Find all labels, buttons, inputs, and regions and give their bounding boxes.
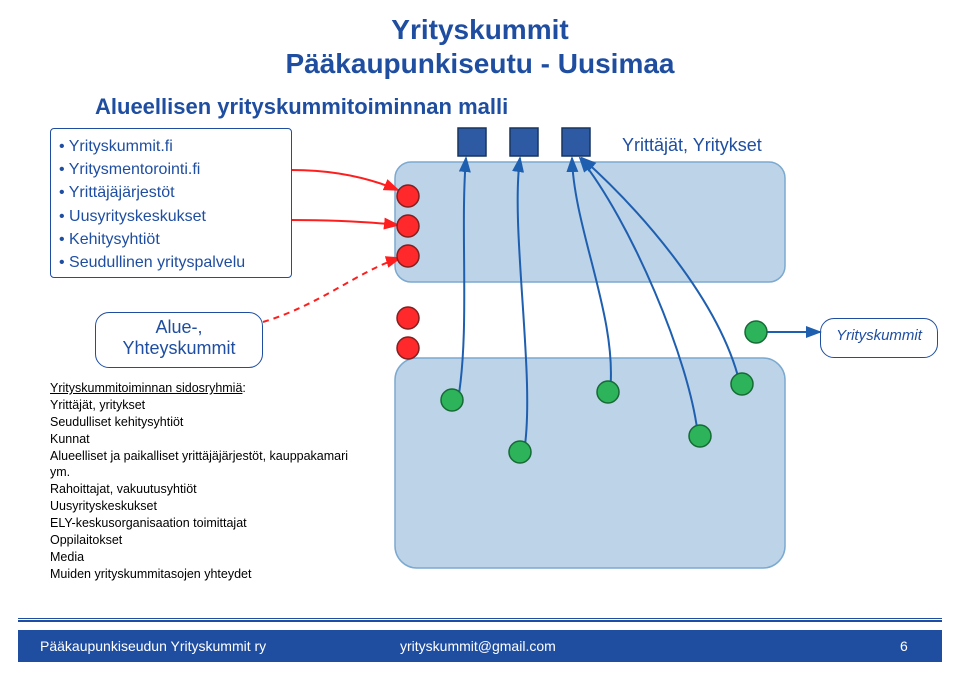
footer-center: yrityskummit@gmail.com	[400, 638, 556, 654]
entity-square	[458, 128, 486, 156]
footer-left: Pääkaupunkiseudun Yrityskummit ry	[40, 638, 266, 654]
yrityskummit-right-box: Yrityskummit	[820, 318, 938, 358]
left-sources-list: • Yrityskummit.fi• Yritysmentorointi.fi•…	[59, 135, 245, 274]
alue-yhteyskummit-box: Alue-, Yhteyskummit	[95, 312, 263, 368]
left-source-item: • Yritysmentorointi.fi	[59, 158, 245, 181]
entity-square	[510, 128, 538, 156]
blue-arrow	[582, 158, 740, 384]
footer-divider	[18, 618, 942, 622]
footer-right: 6	[900, 638, 908, 654]
entity-square	[562, 128, 590, 156]
slide: Yrityskummit Pääkaupunkiseutu - Uusimaa …	[0, 0, 960, 681]
red-arrow	[292, 170, 398, 190]
red-node	[397, 215, 419, 237]
green-node	[689, 425, 711, 447]
left-source-item: • Yrityskummit.fi	[59, 135, 245, 158]
red-node	[397, 185, 419, 207]
left-source-item: • Yrittäjäjärjestöt	[59, 181, 245, 204]
green-node	[745, 321, 767, 343]
left-source-item: • Uusyrityskeskukset	[59, 205, 245, 228]
left-source-item: • Seudullinen yrityspalvelu	[59, 251, 245, 274]
green-node	[731, 373, 753, 395]
side-group-text: Yrityskummitoiminnan sidosryhmiä:Yrittäj…	[50, 380, 350, 583]
label-yrittajat-yritykset: Yrittäjät, Yritykset	[622, 135, 762, 156]
red-node	[397, 307, 419, 329]
alue-line1: Alue-,	[96, 313, 262, 338]
green-node	[509, 441, 531, 463]
left-sources-box: • Yrityskummit.fi• Yritysmentorointi.fi•…	[50, 128, 292, 278]
label-kunnat: Kunnat	[565, 540, 628, 563]
title-line-1: Yrityskummit	[0, 14, 960, 46]
title-line-2: Pääkaupunkiseutu - Uusimaa	[0, 48, 960, 80]
red-node	[397, 337, 419, 359]
subtitle: Alueellisen yrityskummitoiminnan malli	[95, 94, 508, 120]
blue-arrow	[580, 158, 698, 436]
red-arrow	[292, 220, 398, 225]
blue-arrow	[572, 158, 611, 392]
red-node	[397, 245, 419, 267]
blue-arrow	[518, 158, 528, 452]
yrityskummit-right-label: Yrityskummit	[821, 319, 937, 344]
green-node	[597, 381, 619, 403]
blue-arrow	[458, 158, 466, 400]
pool	[395, 162, 785, 282]
green-node	[441, 389, 463, 411]
left-source-item: • Kehitysyhtiöt	[59, 228, 245, 251]
alue-line2: Yhteyskummit	[96, 338, 262, 359]
pool	[395, 358, 785, 568]
